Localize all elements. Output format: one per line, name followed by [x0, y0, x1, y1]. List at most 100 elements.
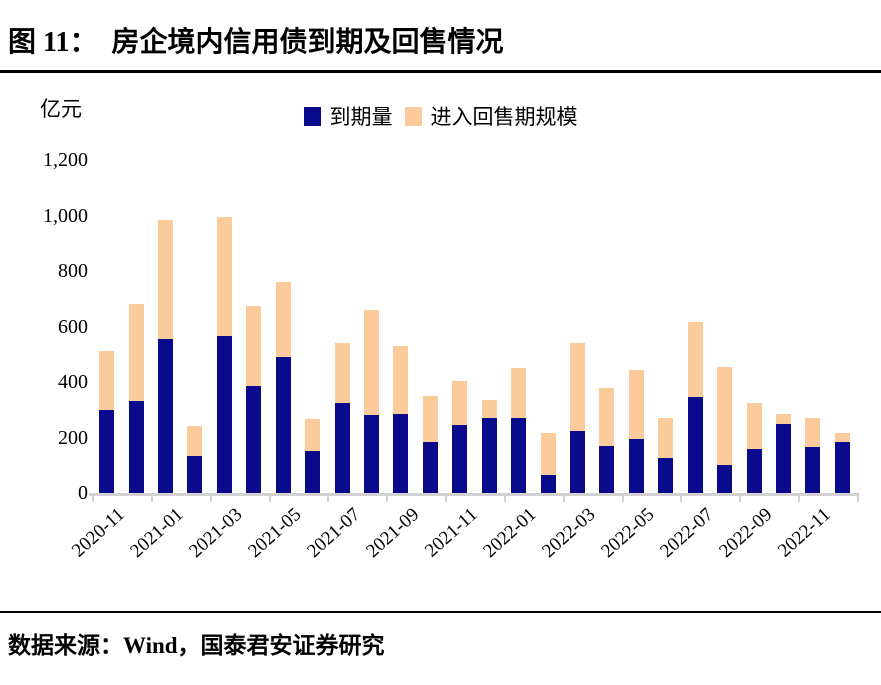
bar-maturity-2021-08: [364, 415, 380, 493]
legend-swatch-putback: [404, 106, 422, 126]
legend-item-maturity: 到期量: [303, 101, 393, 131]
bar-maturity-2021-12: [481, 418, 497, 493]
legend-swatch-maturity: [303, 106, 321, 126]
bar-putback-2022-06: [658, 418, 674, 459]
bar-maturity-2021-09: [393, 413, 409, 493]
bar-putback-2022-01: [511, 368, 527, 419]
bar-maturity-2022-03: [569, 430, 585, 493]
bar-maturity-2021-07: [334, 402, 350, 493]
bar-putback-2021-06: [305, 419, 321, 452]
figure-title: 图 11： 房企境内信用债到期及回售情况: [8, 20, 503, 60]
x-axis-line: [89, 493, 858, 496]
bar-putback-2021-02: [187, 426, 203, 456]
x-axis-tick-mark: [798, 493, 801, 502]
title-divider-line: [0, 70, 881, 73]
x-tick-label-2020-11: 2020-11: [68, 504, 129, 562]
bar-putback-2021-07: [334, 343, 350, 403]
x-axis-tick-mark: [386, 493, 389, 502]
bar-maturity-2022-11: [805, 447, 821, 493]
y-tick-label-800: 800: [58, 260, 88, 282]
x-tick-label-2021-09: 2021-09: [361, 504, 424, 562]
x-tick-label-2022-01: 2022-01: [479, 504, 541, 562]
y-tick-label-1000: 1,000: [43, 204, 88, 227]
bar-maturity-2022-07: [687, 397, 703, 493]
bar-maturity-2021-03: [216, 336, 232, 493]
x-tick-label-2021-07: 2021-07: [303, 504, 365, 562]
x-axis-tick-mark: [739, 493, 742, 502]
x-tick-label-2021-05: 2021-05: [244, 504, 306, 562]
x-axis-tick-mark: [445, 493, 448, 502]
bar-putback-2022-07: [687, 322, 703, 398]
x-tick-label-2021-03: 2021-03: [185, 504, 247, 562]
bar-maturity-2021-01: [158, 339, 174, 493]
bar-putback-2022-03: [569, 343, 585, 431]
bar-maturity-2022-02: [540, 474, 556, 493]
bar-maturity-2022-01: [511, 418, 527, 493]
data-source-text: 数据来源：Wind，国泰君安证券研究: [8, 633, 385, 658]
legend-item-putback: 进入回售期规模: [404, 101, 578, 131]
x-axis-tick-mark: [268, 493, 271, 502]
x-axis-tick-mark: [621, 493, 624, 502]
bar-maturity-2022-09: [746, 448, 762, 493]
bar-putback-2022-04: [599, 387, 615, 446]
bar-putback-2022-10: [775, 413, 791, 424]
bar-maturity-2022-10: [775, 423, 791, 493]
bar-maturity-2022-08: [717, 465, 733, 493]
x-axis-tick-mark: [150, 493, 153, 502]
bar-maturity-2021-02: [187, 455, 203, 493]
bar-maturity-2022-04: [599, 445, 615, 493]
bar-putback-2021-12: [481, 400, 497, 419]
bar-putback-2022-05: [628, 369, 644, 439]
legend-label-maturity: 到期量: [329, 105, 393, 129]
bar-putback-2020-12: [128, 304, 144, 402]
y-tick-label-1200: 1,200: [43, 149, 88, 171]
y-tick-label-400: 400: [58, 371, 88, 393]
bar-maturity-2021-11: [452, 425, 468, 493]
bar-maturity-2021-10: [422, 441, 438, 493]
x-tick-label-2022-03: 2022-03: [538, 504, 600, 562]
y-tick-label-0: 0: [78, 482, 88, 504]
bar-putback-2021-01: [158, 219, 174, 339]
bar-putback-2020-11: [99, 351, 115, 410]
x-tick-label-2022-05: 2022-05: [597, 504, 659, 562]
footer-divider-line: [0, 611, 881, 613]
figure-number: 图 11：: [8, 27, 98, 58]
bar-putback-2022-12: [834, 433, 850, 442]
bar-putback-2021-08: [364, 309, 380, 416]
x-axis-tick-mark: [503, 493, 506, 502]
bar-putback-2021-10: [422, 395, 438, 442]
bar-putback-2022-08: [717, 366, 733, 466]
bar-maturity-2021-04: [246, 386, 262, 493]
x-axis-tick-mark: [327, 493, 330, 502]
x-axis-tick-mark: [857, 493, 859, 502]
x-axis-tick-mark: [92, 493, 94, 502]
x-axis-tick-mark: [209, 493, 212, 502]
bar-maturity-2021-05: [275, 357, 291, 493]
x-axis-tick-mark: [562, 493, 565, 502]
bar-maturity-2021-06: [305, 451, 321, 493]
bar-putback-2021-05: [275, 282, 291, 358]
x-tick-label-2021-11: 2021-11: [421, 504, 482, 562]
bar-maturity-2022-12: [834, 441, 850, 493]
legend-label-putback: 进入回售期规模: [430, 105, 578, 129]
bar-putback-2022-02: [540, 433, 556, 475]
bar-maturity-2020-11: [99, 409, 115, 493]
bar-maturity-2022-06: [658, 458, 674, 493]
x-tick-label-2022-11: 2022-11: [774, 504, 835, 562]
stacked-bar-plot-area: [92, 160, 857, 493]
x-tick-label-2022-09: 2022-09: [714, 504, 777, 562]
y-tick-label-600: 600: [58, 315, 88, 338]
x-axis-tick-mark: [680, 493, 683, 502]
bar-putback-2021-03: [216, 216, 232, 337]
bar-maturity-2020-12: [128, 401, 144, 493]
x-tick-label-2022-07: 2022-07: [656, 504, 718, 562]
chart-legend: 到期量 进入回售期规模: [0, 101, 881, 131]
bar-putback-2021-09: [393, 345, 409, 414]
bar-maturity-2022-05: [628, 438, 644, 493]
y-tick-label-200: 200: [58, 426, 88, 449]
bar-putback-2021-11: [452, 380, 468, 426]
bar-putback-2022-11: [805, 418, 821, 448]
y-axis-unit-label: 亿元: [40, 97, 82, 121]
bar-putback-2021-04: [246, 305, 262, 387]
bar-putback-2022-09: [746, 402, 762, 449]
